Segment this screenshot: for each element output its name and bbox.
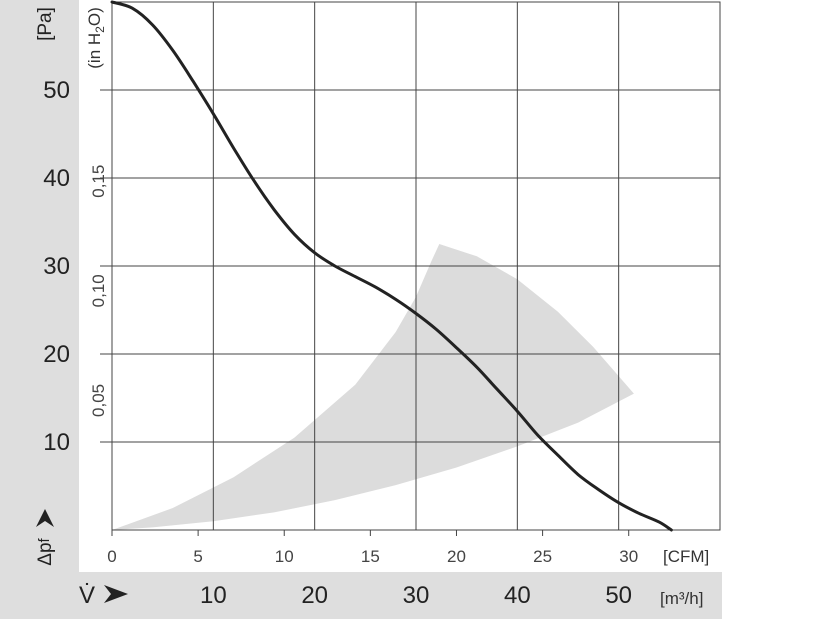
y-axis-tick-label: 40 <box>43 165 70 192</box>
x2-axis-unit-label: [m³/h] <box>660 589 703 608</box>
y-axis-tick-label: 20 <box>43 341 70 368</box>
y2-axis-tick-label: 0,10 <box>89 274 108 307</box>
x-axis-tick-label: 20 <box>447 547 466 566</box>
operating-range-region <box>112 244 634 530</box>
svg-text:V̇: V̇ <box>79 581 95 609</box>
y2-axis-unit-label: (in H2O) <box>85 7 107 68</box>
x-axis-tick-label: 0 <box>107 547 116 566</box>
y-axis-tick-label: 30 <box>43 253 70 280</box>
performance-curve <box>110 0 673 532</box>
x2-axis-symbol: V̇ <box>79 581 128 609</box>
x2-axis-tick-label: 50 <box>605 582 632 609</box>
x2-axis-tick-label: 20 <box>301 582 328 609</box>
y2-axis-tick-label: 0,05 <box>89 384 108 417</box>
y-axis-tick-label: 50 <box>43 77 70 104</box>
x2-axis-tick-label: 10 <box>200 582 227 609</box>
x-axis-tick-label: 10 <box>275 547 294 566</box>
y-axis-symbol: Δpf <box>35 509 56 566</box>
x-axis-tick-label: 25 <box>533 547 552 566</box>
y2-axis-tick-label: 0,15 <box>89 165 108 198</box>
x2-axis-tick-label: 40 <box>504 582 531 609</box>
y-axis-tick-label: 10 <box>43 429 70 456</box>
x-axis-tick-label: 30 <box>619 547 638 566</box>
left-axis-band <box>0 0 79 572</box>
x2-axis-tick-label: 30 <box>403 582 430 609</box>
y-axis-unit-label: [Pa] <box>35 7 56 41</box>
x-axis-unit-label: [CFM] <box>663 547 709 566</box>
x-axis-tick-label: 5 <box>193 547 202 566</box>
y-axis-arrow-icon <box>36 509 54 527</box>
x-axis-tick-label: 15 <box>361 547 380 566</box>
x2-axis-arrow-icon <box>104 585 128 603</box>
svg-text:Δpf: Δpf <box>35 537 56 565</box>
